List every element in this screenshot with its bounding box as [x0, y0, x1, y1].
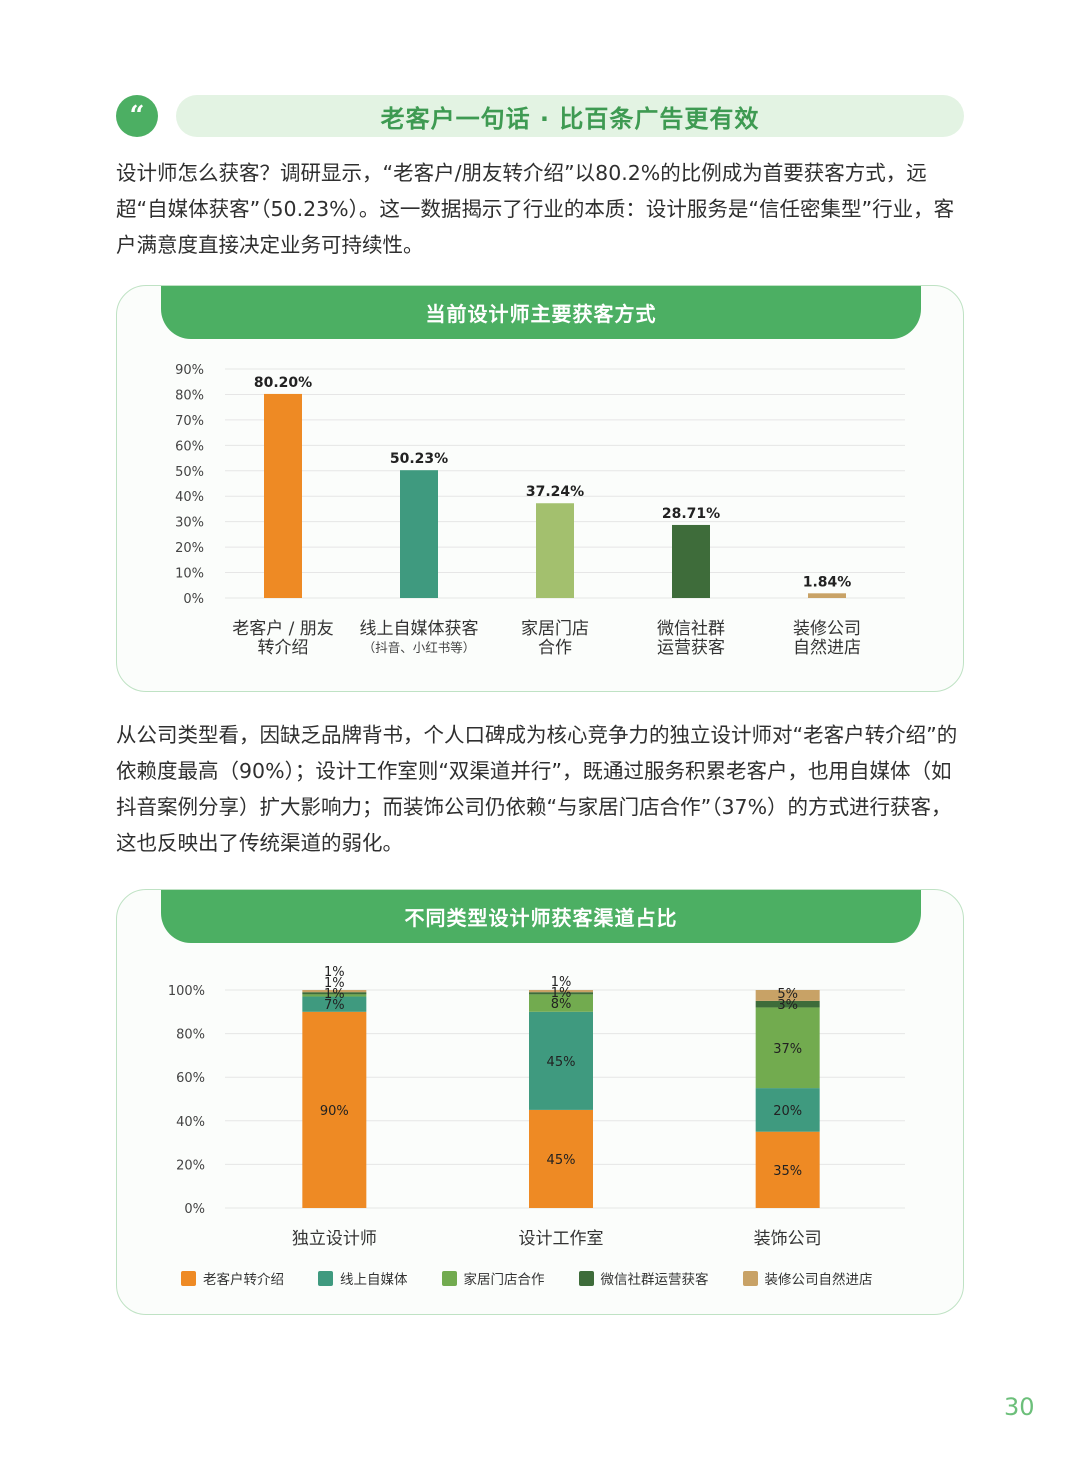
bar-segment: [755, 1131, 820, 1208]
legend-item: 线上自媒体: [318, 1268, 408, 1288]
legend-swatch: [181, 1270, 196, 1286]
legend-item: 微信社群运营获客: [578, 1268, 709, 1288]
data-label: 50.23%: [390, 451, 448, 467]
chart-card-acquisition: 当前设计师主要获客方式 0% 10% 20% 30% 40% 50% 60% 70% 80% 90…: [116, 285, 964, 692]
bar: [400, 470, 438, 598]
legend-item: 装修公司自然进店: [742, 1268, 873, 1288]
bar-segment: [529, 1011, 593, 1110]
x-tick-label: （抖音、小红书等）: [363, 640, 476, 655]
data-label: 5%: [777, 987, 798, 1002]
data-label: 1%: [324, 987, 345, 1002]
y-tick-label: 40%: [176, 1115, 205, 1130]
data-label: 20%: [773, 1104, 802, 1119]
y-tick-label: 0%: [183, 592, 204, 607]
data-label: 8%: [551, 997, 572, 1012]
legend-label: 家居门店合作: [463, 1272, 545, 1288]
y-tick-label: 40%: [175, 490, 204, 505]
quote-icon: “: [116, 95, 158, 137]
x-tick-label: 独立设计师: [292, 1229, 377, 1249]
y-tick-label: 60%: [175, 439, 204, 454]
data-label: 37%: [773, 1042, 802, 1057]
x-tick-label: 装修公司: [793, 619, 861, 639]
section-title: 老客户一句话 · 比百条广告更有效: [176, 95, 964, 137]
x-tick-label: 微信社群: [657, 619, 725, 639]
chart-title: 当前设计师主要获客方式: [161, 286, 921, 339]
x-tick-label: 线上自媒体获客: [360, 619, 479, 639]
y-tick-label: 80%: [175, 388, 204, 403]
legend-swatch: [742, 1270, 758, 1286]
data-label: 35%: [773, 1164, 802, 1179]
y-tick-label: 20%: [176, 1158, 205, 1173]
y-tick-label: 100%: [168, 984, 205, 999]
bar: [536, 503, 574, 598]
intro-paragraph: 设计师怎么获客？调研显示，“老客户/朋友转介绍”以80.2%的比例成为首要获客方…: [116, 161, 955, 257]
legend-swatch: [318, 1270, 333, 1286]
bar-segment: [755, 1007, 820, 1089]
legend-label: 老客户转介绍: [203, 1272, 284, 1288]
data-label: 7%: [324, 998, 345, 1013]
data-label: 3%: [777, 998, 798, 1013]
bar-chart-acquisition: 0% 10% 20% 30% 40% 50% 60% 70% 80% 90% 80.20% 老客户 /…: [175, 363, 905, 658]
bar: [808, 593, 846, 598]
bar-segment: [529, 990, 593, 993]
bar-segment: [529, 992, 593, 995]
data-label: 1%: [324, 965, 345, 980]
bar-segment: [755, 1000, 820, 1008]
y-tick-label: 30%: [175, 516, 204, 531]
data-label: 1%: [551, 975, 572, 990]
y-tick-label: 20%: [175, 541, 204, 556]
data-label: 45%: [547, 1055, 576, 1070]
y-tick-label: 50%: [175, 465, 204, 480]
bar: [672, 524, 710, 598]
y-tick-label: 10%: [175, 567, 204, 582]
bar-segment: [529, 1109, 593, 1208]
chart-card-by-type: 不同类型设计师获客渠道占比 0% 20% 40% 60% 80% 100% 90% 7% 1% 1…: [116, 889, 964, 1315]
page-number: 30: [1004, 1393, 1035, 1421]
data-label: 28.71%: [662, 506, 720, 522]
x-tick-label: 家居门店: [521, 619, 589, 639]
bar-segment: [302, 996, 367, 1012]
bar-segment: [302, 1011, 367, 1208]
y-tick-label: 80%: [176, 1028, 205, 1043]
data-label: 1%: [551, 986, 572, 1001]
x-tick-label: 运营获客: [657, 638, 725, 658]
bar-segment: [302, 992, 367, 995]
y-tick-label: 60%: [176, 1071, 205, 1086]
data-label: 1%: [324, 976, 345, 991]
data-label: 45%: [547, 1153, 576, 1168]
stacked-bar-chart-by-type: 0%20%40%60%80%100%90%7%1%1%1%独立设计师45%45%…: [168, 965, 905, 1249]
x-tick-label: 合作: [538, 638, 572, 658]
y-tick-label: 0%: [184, 1202, 205, 1217]
bar-segment: [302, 990, 367, 993]
chart-legend: 老客户转介绍 线上自媒体 家居门店合作 微信社群运营获客 装修公司自然进店: [181, 1268, 901, 1288]
legend-item: 老客户转介绍: [181, 1268, 284, 1288]
data-label: 90%: [320, 1104, 349, 1119]
legend-swatch: [578, 1270, 594, 1286]
bar-segment: [302, 994, 367, 997]
legend-item: 家居门店合作: [441, 1268, 545, 1288]
x-tick-label: 转介绍: [258, 638, 309, 658]
x-tick-label: 设计工作室: [519, 1229, 604, 1249]
legend-swatch: [441, 1270, 457, 1286]
data-label: 37.24%: [526, 484, 584, 500]
data-label: 1.84%: [803, 574, 852, 590]
bar-segment: [755, 1088, 820, 1132]
bar: [264, 393, 302, 598]
bar-segment: [529, 994, 593, 1012]
bar-segment: [755, 990, 820, 1001]
legend-label: 线上自媒体: [340, 1272, 408, 1288]
legend-label: 装修公司自然进店: [764, 1272, 873, 1288]
chart-title: 不同类型设计师获客渠道占比: [161, 890, 921, 943]
analysis-paragraph: 从公司类型看，因缺乏品牌背书，个人口碑成为核心竞争力的独立设计师对“老客户转介绍…: [116, 723, 958, 855]
x-tick-label: 装饰公司: [754, 1229, 822, 1249]
y-tick-label: 70%: [175, 414, 204, 429]
x-tick-label: 老客户 / 朋友: [232, 619, 334, 639]
x-tick-label: 自然进店: [793, 638, 861, 658]
data-label: 80.20%: [254, 375, 312, 391]
legend-label: 微信社群运营获客: [600, 1272, 709, 1288]
y-tick-label: 90%: [175, 363, 204, 378]
